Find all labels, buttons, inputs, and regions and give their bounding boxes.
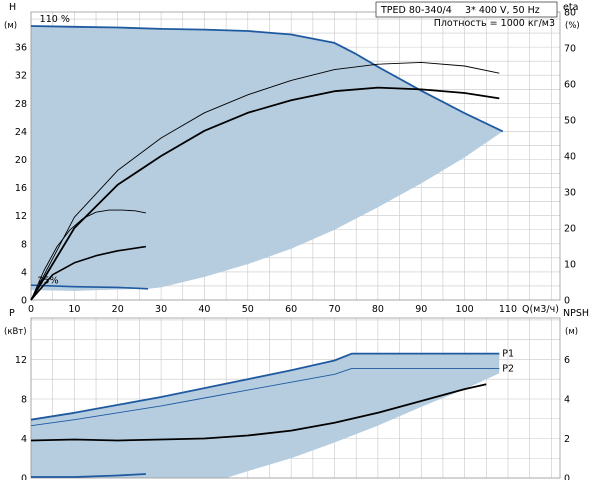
y-right-tick-label: 70 [564, 44, 576, 55]
x-tick-label: 110 [499, 304, 517, 315]
y-left-axis-name: P [9, 308, 15, 319]
y-right-tick-label: 2 [564, 434, 570, 445]
x-tick-label: 80 [372, 304, 384, 315]
series-line-1 [30, 284, 149, 290]
x-axis-label: Q(м3/ч) [522, 304, 559, 315]
x-tick-label: 0 [28, 304, 34, 315]
y-left-tick-label: 20 [15, 155, 27, 166]
operating-area [31, 26, 503, 291]
x-tick-label: 60 [285, 304, 297, 315]
y-right-tick-label: 30 [564, 188, 576, 199]
y-left-tick-label: 12 [15, 355, 27, 366]
y-left-tick-label: 8 [21, 394, 27, 405]
x-tick-label: 70 [328, 304, 340, 315]
y-right-tick-label: 0 [564, 296, 570, 307]
annotation-label: 25% [38, 275, 59, 286]
plot-frame [30, 11, 561, 301]
series-label-p2: P2 [502, 363, 514, 374]
x-tick-label: 20 [112, 304, 124, 315]
series-line-2 [30, 209, 146, 301]
y-right-axis-name: eta [563, 2, 578, 13]
y-right-axis-unit: (м) [565, 327, 578, 337]
header-supply: 3* 400 V, 50 Hz [465, 5, 540, 16]
y-left-tick-label: 28 [15, 99, 27, 110]
x-tick-label: 30 [155, 304, 167, 315]
header-box: TPED 80-340/4 3* 400 V, 50 Hz Плотность … [375, 1, 558, 29]
chart-labels: 0481216202428323601020304050607080H(м)et… [4, 2, 589, 480]
y-right-axis-unit: (%) [565, 21, 580, 31]
series-line-3 [30, 383, 487, 442]
y-left-tick-label: 32 [15, 71, 27, 82]
y-right-tick-label: 0 [564, 474, 570, 480]
y-right-tick-label: 20 [564, 224, 576, 235]
y-right-tick-label: 4 [564, 394, 570, 405]
y-left-axis-name: H [9, 2, 16, 13]
head-efficiency-panel [30, 11, 561, 301]
y-left-tick-label: 16 [15, 183, 27, 194]
series-line-4 [30, 61, 500, 301]
series-line-3 [30, 245, 147, 301]
series-line-p1 [30, 352, 500, 421]
y-left-tick-label: 0 [21, 296, 27, 307]
plot-frame [30, 317, 561, 479]
series-line-p2 [30, 367, 500, 427]
y-left-tick-label: 8 [21, 239, 27, 250]
y-right-tick-label: 60 [564, 80, 576, 91]
y-left-tick-label: 4 [21, 434, 27, 445]
x-tick-label: 90 [415, 304, 427, 315]
y-right-tick-label: 80 [564, 8, 576, 19]
y-left-tick-label: 12 [15, 211, 27, 222]
y-left-tick-label: 4 [21, 267, 27, 278]
operating-area [31, 353, 500, 478]
y-right-axis-name: NPSH [563, 308, 589, 319]
header-density: Плотность = 1000 кг/м3 [434, 18, 555, 29]
series-line-2 [31, 473, 146, 478]
series-line-0 [30, 25, 504, 133]
y-right-tick-label: 10 [564, 260, 576, 271]
x-tick-label: 10 [68, 304, 80, 315]
x-tick-label: 100 [456, 304, 474, 315]
x-tick-label: 40 [198, 304, 210, 315]
header-model-frame [375, 1, 558, 18]
y-right-tick-label: 40 [564, 152, 576, 163]
series-line-5 [30, 86, 500, 301]
y-left-tick-label: 0 [21, 474, 27, 480]
y-right-tick-label: 6 [564, 355, 570, 366]
y-left-axis-unit: (м) [4, 21, 17, 31]
y-left-axis-unit: (кВт) [4, 327, 27, 337]
annotation-label: 110 % [40, 14, 70, 25]
header-model: TPED 80-340/4 [380, 5, 452, 16]
y-right-tick-label: 50 [564, 116, 576, 127]
series-label-p1: P1 [502, 349, 514, 360]
x-tick-label: 50 [242, 304, 254, 315]
y-left-tick-label: 36 [15, 43, 27, 54]
y-left-tick-label: 24 [15, 127, 27, 138]
